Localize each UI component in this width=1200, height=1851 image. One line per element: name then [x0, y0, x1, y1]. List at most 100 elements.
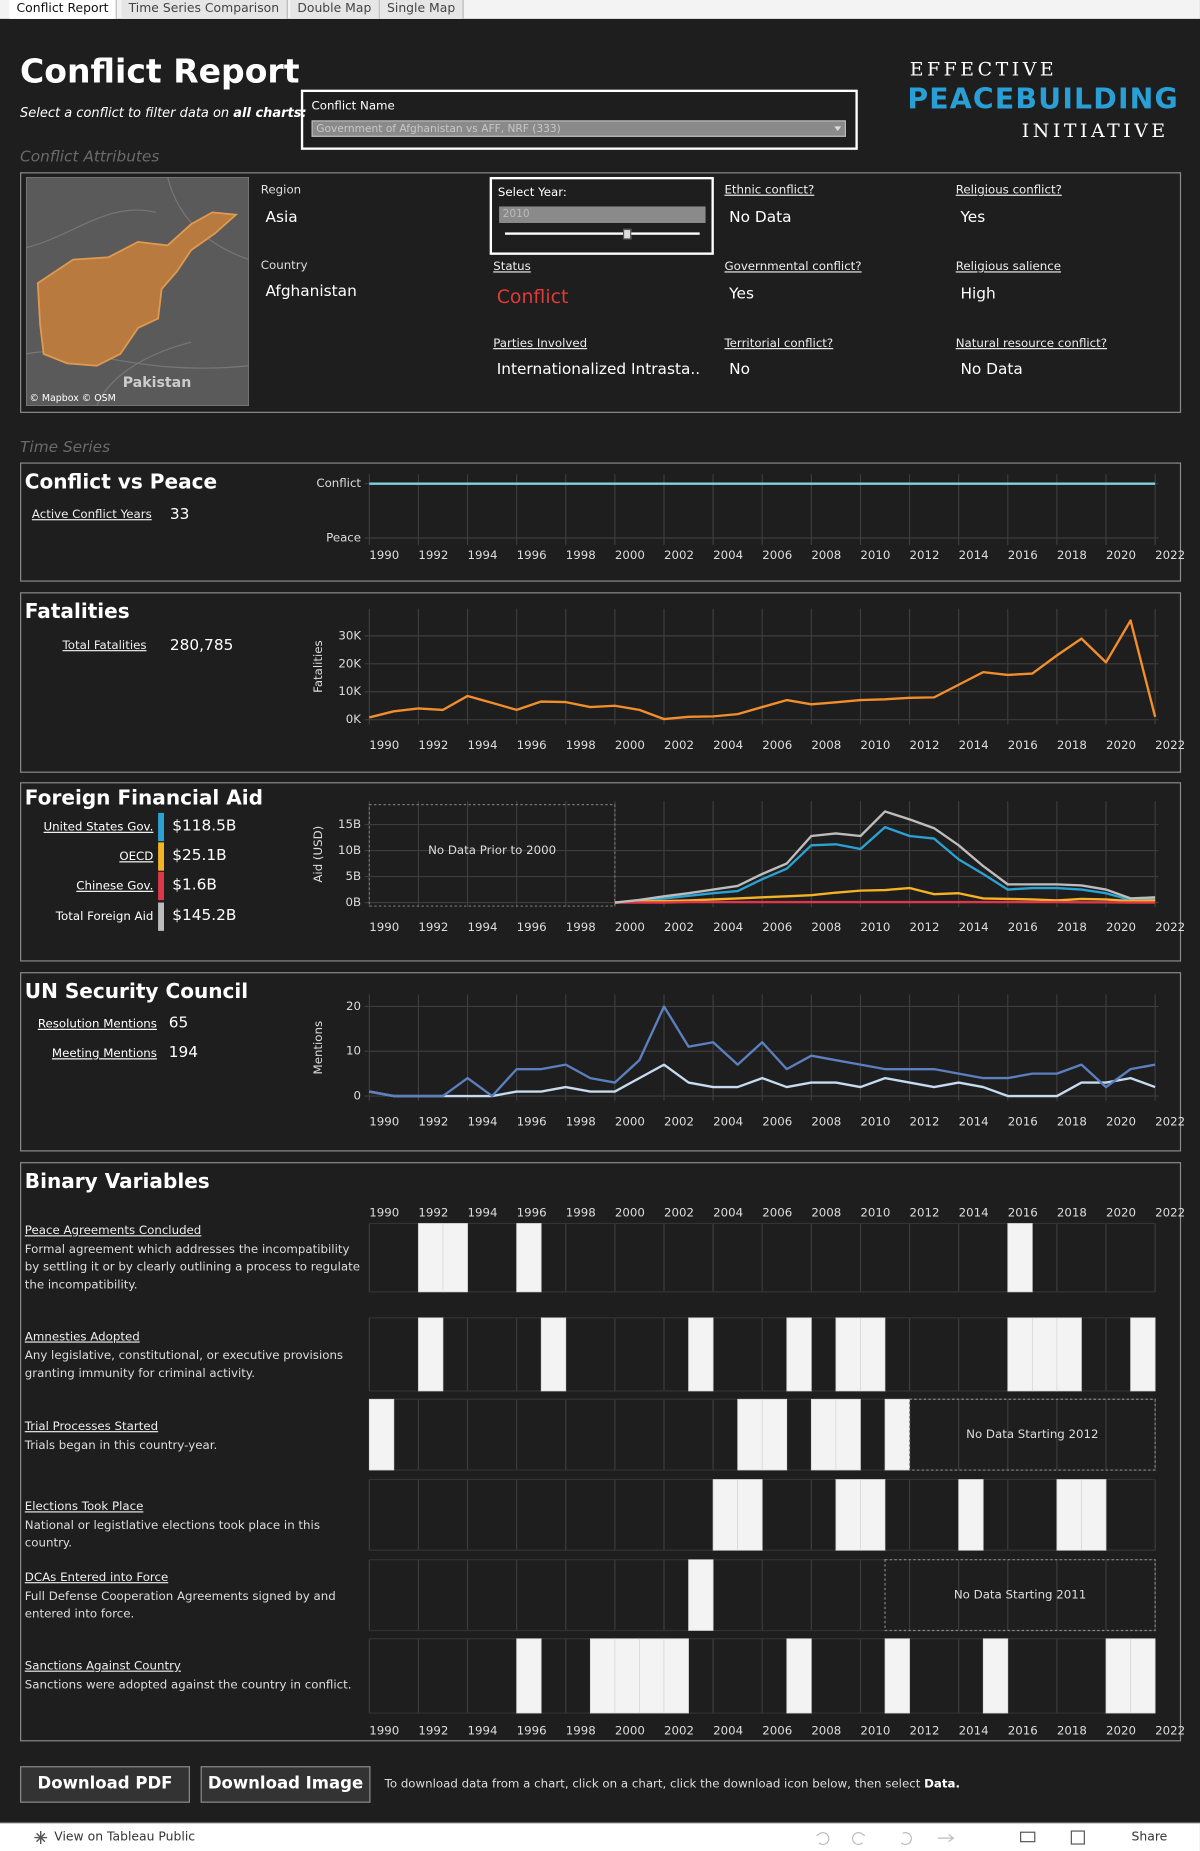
binary-cell — [738, 1223, 763, 1291]
row-label[interactable]: Peace Agreements Concluded — [25, 1225, 202, 1238]
binary-cell — [566, 1399, 591, 1470]
x-tick-label: 1998 — [566, 1723, 596, 1737]
x-tick-label: 1996 — [517, 738, 547, 752]
x-tick-label: 2008 — [811, 920, 841, 934]
x-tick-label: 2018 — [1057, 548, 1087, 562]
binary-cell — [394, 1223, 419, 1291]
row-label[interactable]: Elections Took Place — [25, 1501, 144, 1514]
binary-cell — [394, 1399, 419, 1470]
binary-cell — [689, 1318, 714, 1391]
binary-cell — [910, 1318, 935, 1391]
binary-cell — [615, 1479, 640, 1550]
share-button[interactable]: Share — [1132, 1830, 1168, 1844]
binary-cell — [517, 1479, 542, 1550]
x-tick-label: 1994 — [468, 738, 498, 752]
binary-cell — [689, 1479, 714, 1550]
binary-cell — [369, 1479, 394, 1550]
row-description: Trials began in this country-year. — [25, 1437, 367, 1455]
binary-cell — [860, 1479, 885, 1550]
x-tick-label: 2010 — [860, 920, 890, 934]
binary-cell — [590, 1318, 615, 1391]
x-tick-label: 1990 — [369, 1723, 399, 1737]
binary-cell — [787, 1223, 812, 1291]
binary-cell — [492, 1479, 517, 1550]
x-tick-label: 2000 — [615, 1205, 645, 1219]
binary-cell — [983, 1318, 1008, 1391]
x-tick-label: 2014 — [959, 1205, 989, 1219]
binary-cell — [1008, 1223, 1033, 1291]
row-label[interactable]: Trial Processes Started — [25, 1420, 158, 1433]
binary-cell — [492, 1318, 517, 1391]
binary-cell — [541, 1560, 566, 1631]
y-tick-label: Peace — [326, 530, 361, 544]
toolbar: View on Tableau Public Share — [0, 1823, 1200, 1851]
binary-cell — [787, 1639, 812, 1713]
binary-cell — [762, 1479, 787, 1550]
binary-cell — [1032, 1479, 1057, 1550]
binary-cell — [1131, 1479, 1156, 1550]
binary-cell — [713, 1560, 738, 1631]
binary-cell — [443, 1399, 468, 1470]
legend-label[interactable]: Resolution Mentions — [38, 1018, 157, 1031]
x-tick-label: 1990 — [369, 920, 399, 934]
binary-cell — [910, 1223, 935, 1291]
x-tick-label: 2018 — [1057, 738, 1087, 752]
binary-cell — [566, 1223, 591, 1291]
binary-cell — [369, 1399, 394, 1470]
x-tick-label: 2020 — [1106, 738, 1136, 752]
button[interactable]: Download PDF — [20, 1766, 190, 1803]
binary-cell — [762, 1399, 787, 1470]
legend-label[interactable]: Meeting Mentions — [52, 1048, 157, 1061]
legend-label[interactable]: Chinese Gov. — [76, 880, 153, 893]
y-tick-label: 10 — [346, 1044, 361, 1058]
binary-cell — [983, 1479, 1008, 1550]
x-tick-label: 2004 — [713, 920, 743, 934]
row-label[interactable]: Sanctions Against Country — [25, 1660, 181, 1673]
x-tick-label: 1990 — [369, 1205, 399, 1219]
x-tick-label: 2012 — [910, 1114, 940, 1128]
x-tick-label: 2010 — [860, 738, 890, 752]
binary-cell — [1081, 1479, 1106, 1550]
binary-cell — [418, 1560, 443, 1631]
binary-cell — [1081, 1318, 1106, 1391]
legend-swatch — [158, 842, 164, 870]
y-tick-label: 10B — [338, 843, 361, 857]
binary-cell — [492, 1560, 517, 1631]
x-tick-label: 1992 — [418, 1723, 448, 1737]
x-tick-label: 1998 — [566, 548, 596, 562]
binary-cell — [468, 1318, 493, 1391]
x-tick-label: 2012 — [910, 1205, 940, 1219]
x-tick-label: 2000 — [615, 738, 645, 752]
x-tick-label: 2014 — [959, 1723, 989, 1737]
x-tick-label: 1992 — [418, 920, 448, 934]
binary-cell — [492, 1639, 517, 1713]
x-tick-label: 2016 — [1008, 920, 1038, 934]
annotation: No Data Starting 2011 — [954, 1588, 1086, 1602]
x-tick-label: 1994 — [468, 920, 498, 934]
legend-label[interactable]: United States Gov. — [44, 821, 154, 834]
binary-cell — [517, 1223, 542, 1291]
tableau-link[interactable]: View on Tableau Public — [54, 1830, 195, 1844]
legend-label[interactable]: OECD — [119, 851, 153, 864]
binary-cell — [836, 1399, 861, 1470]
row-label[interactable]: DCAs Entered into Force — [25, 1571, 168, 1584]
legend-value: 65 — [169, 1015, 189, 1033]
legend-value: $1.6B — [172, 877, 217, 895]
x-tick-label: 2010 — [860, 1205, 890, 1219]
binary-cell — [418, 1223, 443, 1291]
y-axis-label: Mentions — [311, 1021, 325, 1075]
button[interactable]: Download Image — [201, 1766, 371, 1803]
row-description: Sanctions were adopted against the count… — [25, 1676, 367, 1694]
binary-cell — [959, 1479, 984, 1550]
binary-cell — [468, 1223, 493, 1291]
binary-cell — [934, 1223, 959, 1291]
binary-cell — [811, 1399, 836, 1470]
binary-cell — [418, 1318, 443, 1391]
row-label[interactable]: Amnesties Adopted — [25, 1331, 140, 1344]
binary-cell — [517, 1318, 542, 1391]
binary-cell — [541, 1639, 566, 1713]
binary-cell — [394, 1639, 419, 1713]
binary-cell — [934, 1479, 959, 1550]
x-tick-label: 2010 — [860, 1723, 890, 1737]
binary-cell — [689, 1560, 714, 1631]
